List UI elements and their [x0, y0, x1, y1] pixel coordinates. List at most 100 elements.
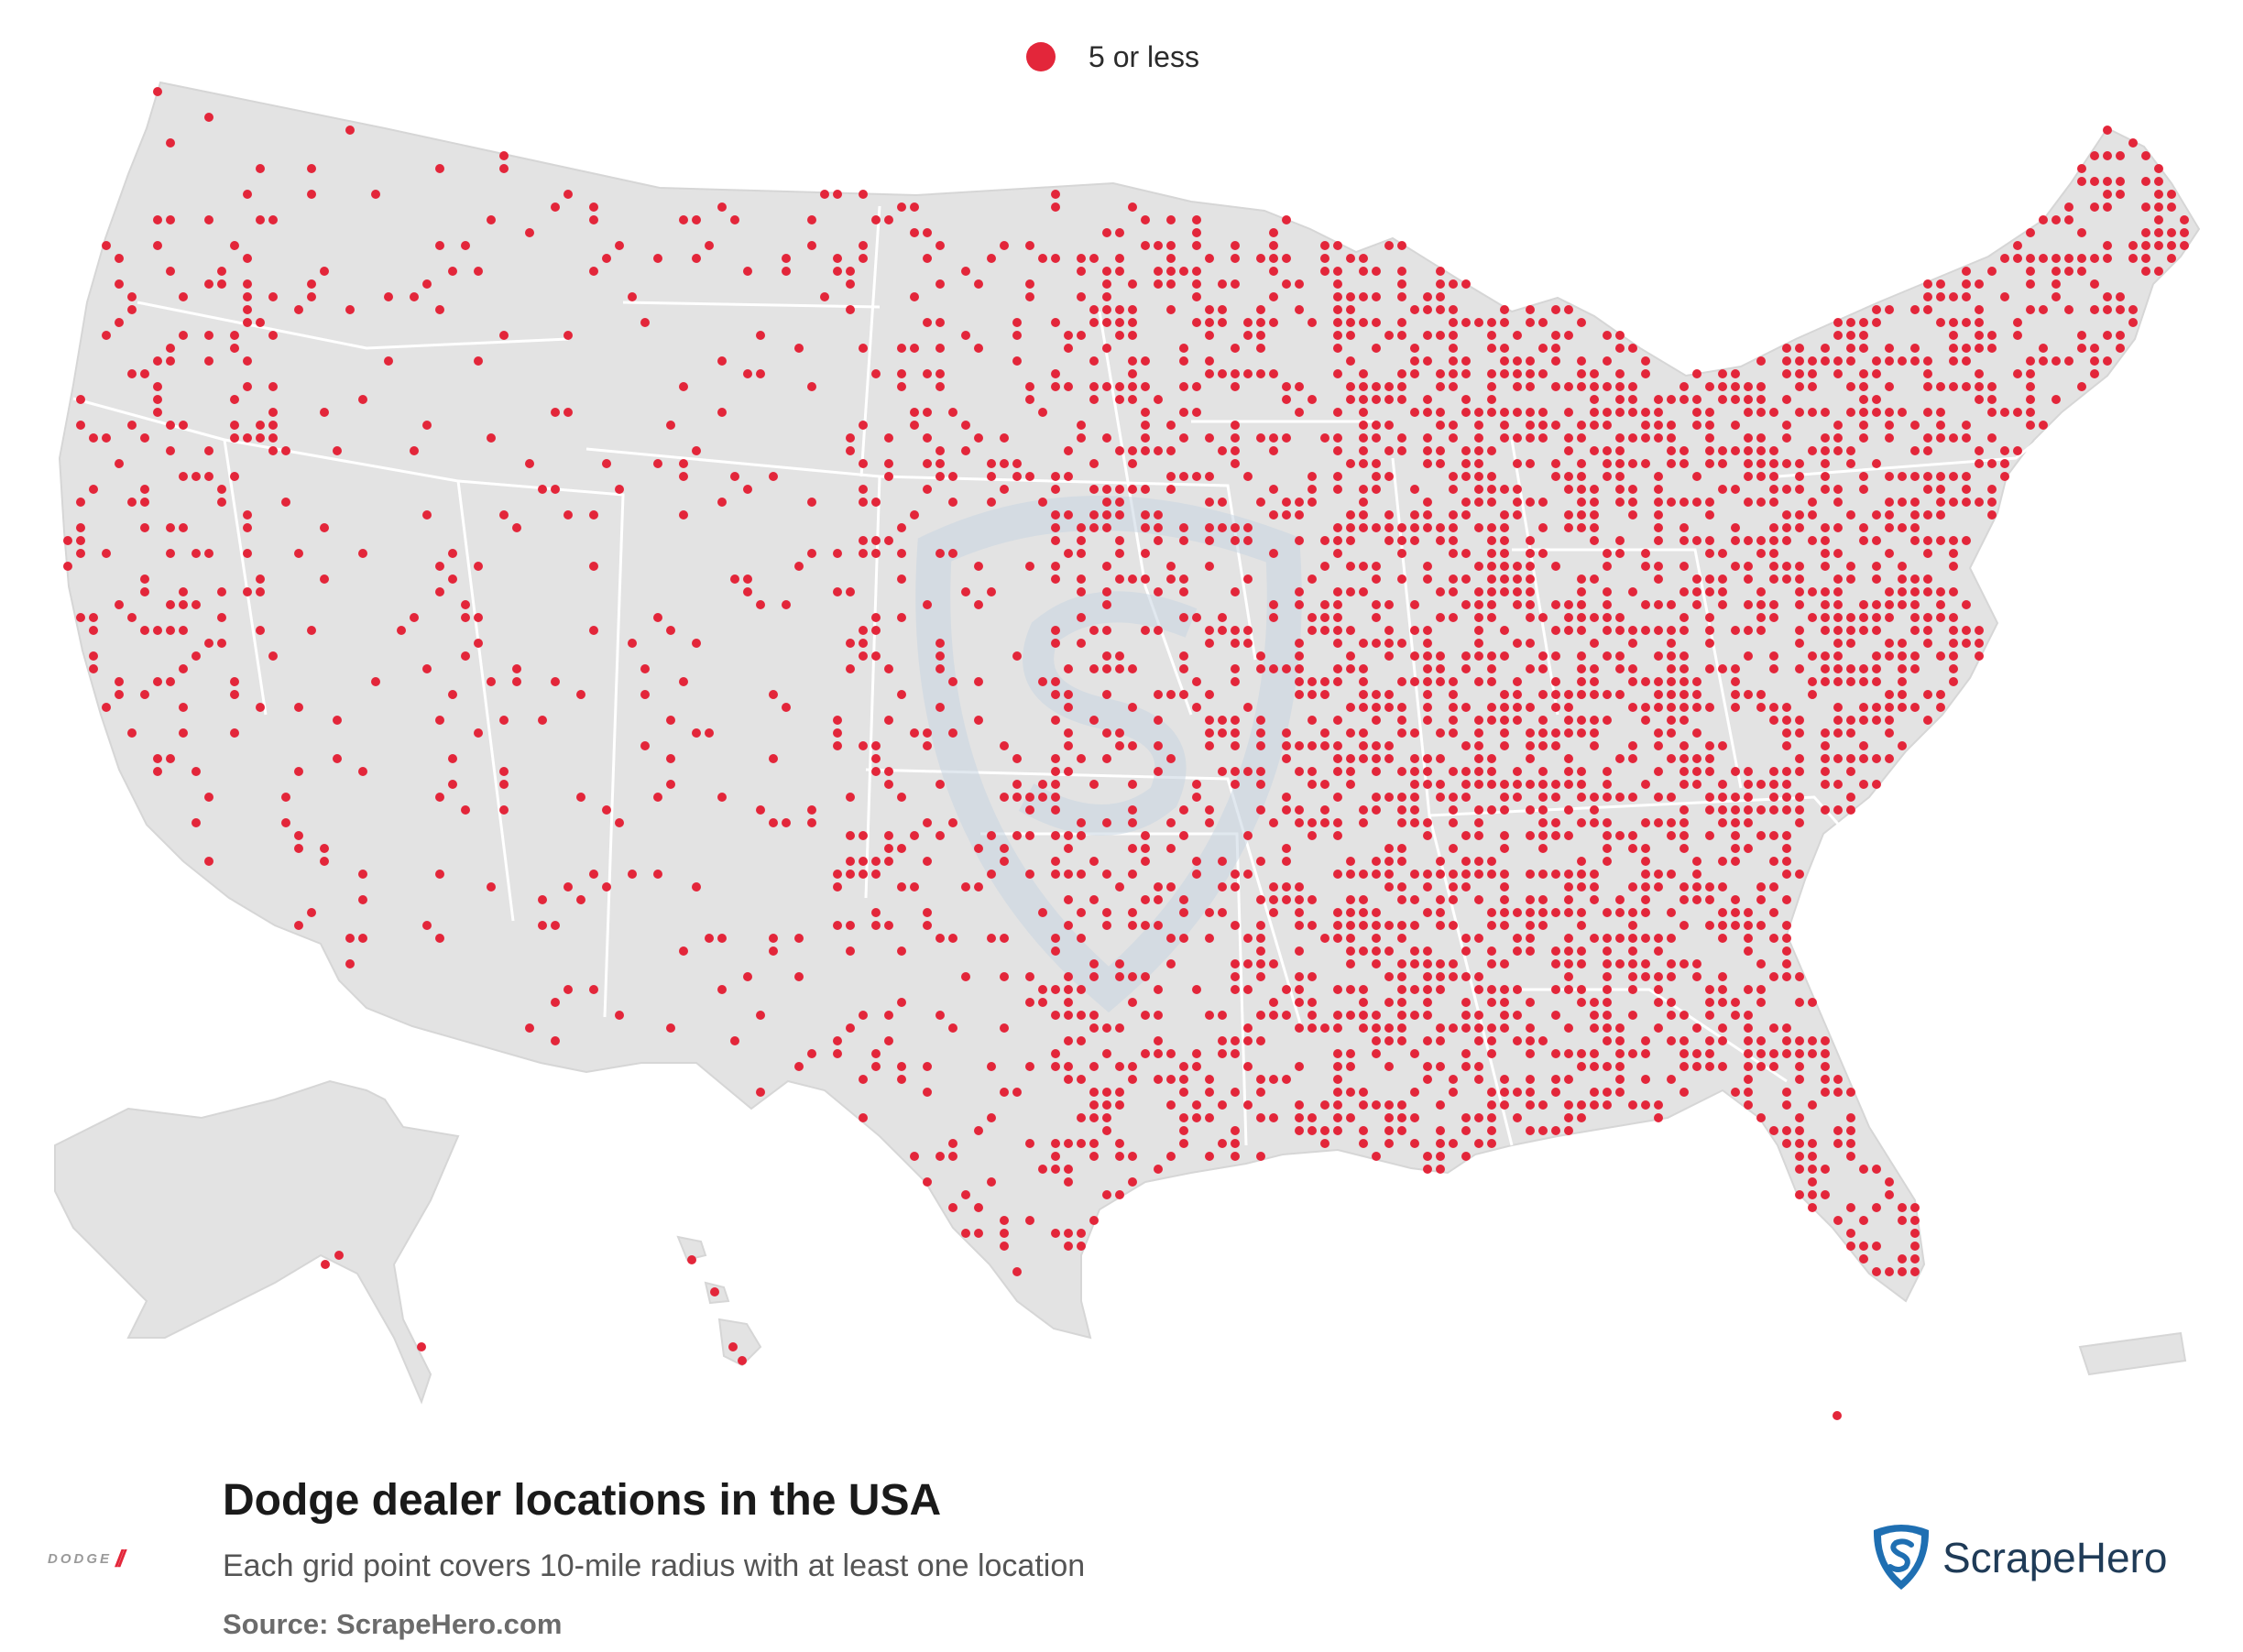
dealer-dot	[294, 831, 303, 840]
dealer-dot	[1449, 895, 1458, 904]
dealer-dot	[1256, 805, 1265, 815]
dealer-dot	[512, 664, 521, 673]
dealer-dot	[1077, 267, 1086, 276]
dealer-dot	[756, 331, 765, 340]
dealer-dot	[1308, 1023, 1317, 1033]
dealer-dot	[1910, 356, 1920, 366]
dealer-dot	[1859, 318, 1868, 327]
dealer-dot	[1397, 446, 1406, 455]
dealer-dot	[1231, 1152, 1240, 1161]
dealer-dot	[1231, 664, 1240, 673]
dealer-dot	[1641, 600, 1650, 609]
dealer-dot	[1500, 690, 1509, 699]
dealer-dot	[1551, 946, 1560, 956]
dealer-dot	[179, 728, 188, 738]
dealer-dot	[589, 267, 598, 276]
dealer-dot	[1102, 818, 1111, 827]
dealer-dot	[1936, 600, 1945, 609]
dealer-dot	[1269, 959, 1278, 968]
dealer-dot	[1166, 844, 1176, 853]
dealer-dot	[1628, 959, 1637, 968]
dealer-dot	[153, 241, 162, 250]
dealer-dot	[1295, 677, 1304, 686]
dealer-dot	[1513, 1113, 1522, 1122]
dealer-dot	[217, 613, 226, 622]
dealer-dot	[1795, 1049, 1804, 1058]
dealer-dot	[1782, 562, 1791, 571]
dealer-dot	[1205, 716, 1214, 725]
dealer-dot	[1692, 690, 1701, 699]
dealer-dot	[1128, 1062, 1137, 1071]
dealer-dot	[1577, 677, 1586, 686]
dealer-dot	[1769, 1126, 1778, 1135]
dealer-dot	[1320, 433, 1329, 443]
dealer-dot	[1718, 857, 1727, 866]
dealer-dot	[1243, 639, 1253, 648]
dealer-dot	[1615, 754, 1625, 763]
dealer-dot	[1487, 408, 1496, 417]
dealer-dot	[76, 421, 85, 430]
dealer-dot	[1115, 485, 1124, 494]
dealer-dot	[1423, 959, 1432, 968]
dealer-dot	[1384, 857, 1394, 866]
dealer-dot	[1833, 626, 1843, 635]
dealer-dot	[1808, 651, 1817, 661]
dealer-dot	[166, 600, 175, 609]
dealer-dot	[1551, 959, 1560, 968]
dealer-dot	[923, 485, 932, 494]
dealer-dot	[1795, 1036, 1804, 1045]
dealer-dot	[1577, 664, 1586, 673]
dealer-dot	[1795, 369, 1804, 378]
dealer-dot	[1359, 510, 1368, 520]
dealer-dot	[1269, 267, 1278, 276]
dealer-dot	[1384, 1062, 1394, 1071]
dealer-dot	[1102, 728, 1111, 738]
dealer-dot	[417, 1342, 426, 1351]
dealer-dot	[1628, 639, 1637, 648]
dealer-dot	[1680, 651, 1689, 661]
dealer-dot	[1885, 754, 1894, 763]
dealer-dot	[204, 279, 213, 289]
dealer-dot	[1359, 1139, 1368, 1148]
dealer-dot	[1077, 818, 1086, 827]
dealer-dot	[1102, 318, 1111, 327]
dealer-dot	[1513, 780, 1522, 789]
dealer-dot	[499, 510, 509, 520]
dealer-dot	[1372, 1011, 1381, 1020]
dealer-dot	[1975, 498, 1984, 507]
dealer-dot	[1102, 908, 1111, 917]
dealer-dot	[1923, 446, 1932, 455]
dealer-dot	[1846, 626, 1855, 635]
dealer-dot	[166, 626, 175, 635]
dealer-dot	[153, 395, 162, 404]
dealer-dot	[1590, 613, 1599, 622]
border-ks-ok	[865, 768, 1303, 1027]
dealer-dot	[1154, 921, 1163, 930]
dealer-dot	[345, 959, 355, 968]
dealer-dot	[1128, 921, 1137, 930]
dealer-dot	[1205, 498, 1214, 507]
dealer-dot	[1731, 369, 1740, 378]
dealer-dot	[1077, 254, 1086, 263]
dealer-dot	[243, 510, 252, 520]
dealer-dot	[1885, 639, 1894, 648]
dealer-dot	[1564, 882, 1573, 892]
dealer-dot	[1872, 369, 1881, 378]
dealer-dot	[1577, 421, 1586, 430]
dealer-dot	[1705, 1036, 1714, 1045]
dealer-dot	[1269, 241, 1278, 250]
dealer-dot	[1513, 677, 1522, 686]
dealer-dot	[1833, 780, 1843, 789]
dealer-dot	[2026, 395, 2035, 404]
dealer-dot	[871, 741, 881, 750]
dealer-dot	[1064, 331, 1073, 340]
dealer-dot	[2052, 279, 2061, 289]
dealer-dot	[589, 510, 598, 520]
dealer-dot	[2128, 241, 2138, 250]
dealer-dot	[1705, 382, 1714, 391]
dealer-dot	[679, 946, 688, 956]
dealer-dot	[1526, 754, 1535, 763]
dealer-dot	[1538, 1100, 1548, 1110]
dealer-dot	[1025, 292, 1034, 301]
dealer-dot	[1449, 421, 1458, 430]
